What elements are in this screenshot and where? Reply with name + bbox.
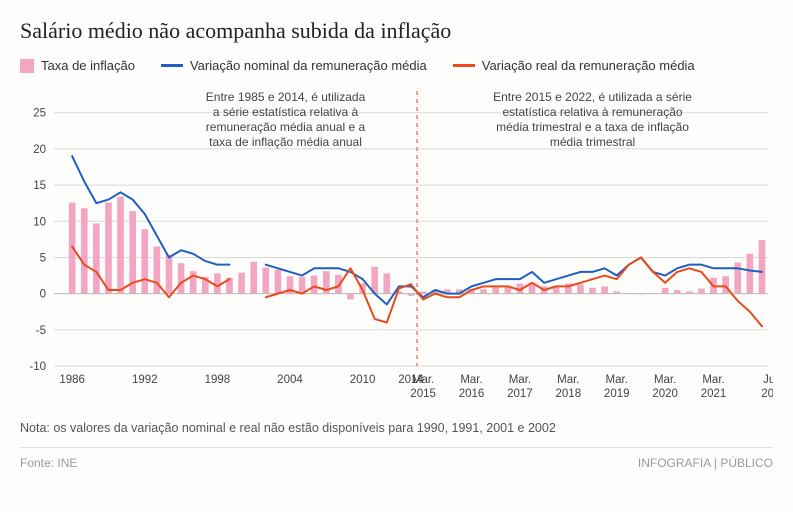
svg-text:10: 10 (33, 216, 46, 228)
svg-text:estatística relativa à remuner: estatística relativa à remuneração (502, 105, 682, 119)
svg-text:2017: 2017 (507, 388, 533, 400)
svg-text:0: 0 (40, 289, 46, 301)
svg-text:1992: 1992 (132, 374, 158, 386)
svg-text:1998: 1998 (205, 374, 231, 386)
svg-text:2015: 2015 (410, 388, 436, 400)
svg-text:2010: 2010 (350, 374, 376, 386)
line-icon (453, 64, 475, 67)
svg-text:2021: 2021 (701, 388, 727, 400)
svg-text:2022: 2022 (761, 388, 773, 400)
legend-label: Variação nominal da remuneração média (190, 58, 427, 73)
svg-text:Entre 2015 e 2022, é utilizada: Entre 2015 e 2022, é utilizada a série (493, 90, 692, 104)
svg-text:5: 5 (40, 252, 46, 264)
svg-text:Mar.: Mar. (509, 374, 531, 386)
svg-text:Mar.: Mar. (606, 374, 628, 386)
svg-text:média trimestral: média trimestral (550, 135, 635, 149)
square-icon (20, 59, 34, 73)
svg-text:Mar.: Mar. (654, 374, 676, 386)
svg-text:Mar.: Mar. (557, 374, 579, 386)
chart: -10-50510152025198619921998200420102014M… (20, 81, 773, 411)
page-title: Salário médio não acompanha subida da in… (20, 18, 773, 44)
legend-item-nominal: Variação nominal da remuneração média (161, 58, 427, 73)
credit-label: INFOGRAFIA | PÚBLICO (638, 456, 773, 470)
svg-text:-10: -10 (29, 361, 46, 373)
svg-text:-5: -5 (36, 325, 46, 337)
svg-text:2018: 2018 (556, 388, 582, 400)
svg-text:remuneração média anual e a: remuneração média anual e a (206, 120, 366, 134)
footnote: Nota: os valores da variação nominal e r… (20, 421, 773, 435)
svg-text:2019: 2019 (604, 388, 630, 400)
svg-text:a série estatística relativa à: a série estatística relativa à (213, 105, 359, 119)
svg-text:25: 25 (33, 108, 46, 120)
svg-text:1986: 1986 (59, 374, 85, 386)
svg-text:2004: 2004 (277, 374, 303, 386)
chart-svg: -10-50510152025198619921998200420102014M… (20, 81, 773, 411)
svg-text:Mar.: Mar. (460, 374, 482, 386)
legend-item-inflation: Taxa de inflação (20, 58, 135, 73)
svg-text:15: 15 (33, 180, 46, 192)
svg-text:média trimestral e a taxa de i: média trimestral e a taxa de inflação (496, 120, 689, 134)
svg-text:Mar.: Mar. (702, 374, 724, 386)
line-icon (161, 64, 183, 67)
footer: Fonte: INE INFOGRAFIA | PÚBLICO (20, 447, 773, 470)
svg-text:taxa de inflação média anual: taxa de inflação média anual (209, 135, 362, 149)
svg-text:Entre 1985 e 2014, é utilizada: Entre 1985 e 2014, é utilizada (206, 90, 366, 104)
source-label: Fonte: INE (20, 456, 77, 470)
legend-label: Taxa de inflação (41, 58, 135, 73)
svg-text:20: 20 (33, 144, 46, 156)
svg-text:Jun.: Jun. (763, 374, 773, 386)
legend-label: Variação real da remuneração média (482, 58, 695, 73)
svg-text:2020: 2020 (652, 388, 678, 400)
svg-text:Mar.: Mar. (412, 374, 434, 386)
svg-text:2016: 2016 (459, 388, 485, 400)
legend-item-real: Variação real da remuneração média (453, 58, 695, 73)
legend: Taxa de inflação Variação nominal da rem… (20, 58, 773, 73)
